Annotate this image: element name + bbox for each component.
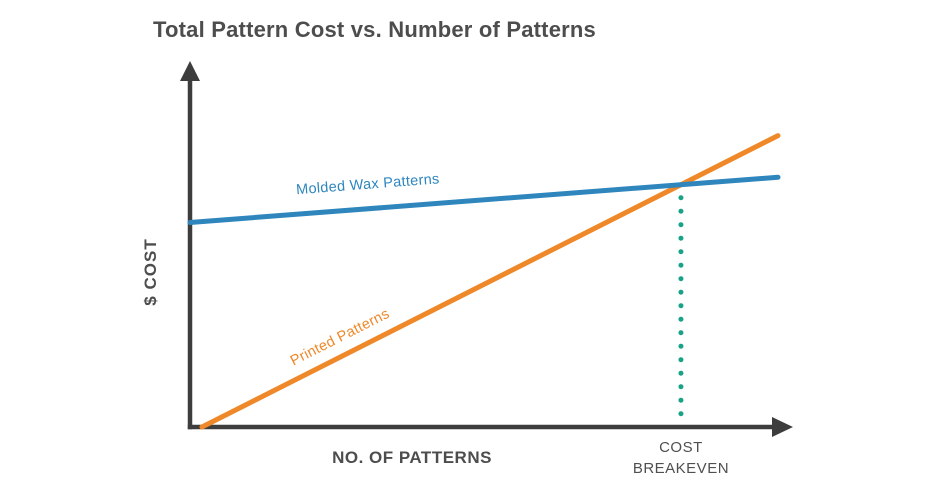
breakeven-label-line1: COST <box>659 439 703 456</box>
molded-wax-patterns-line <box>187 174 781 225</box>
breakeven-label-line2: BREAKEVEN <box>632 460 730 477</box>
x-axis-arrowhead-icon <box>772 417 793 437</box>
y-axis-arrowhead-icon <box>180 61 200 81</box>
molded-wax-patterns-label: Molded Wax Patterns <box>296 171 441 198</box>
chart-title: Total Pattern Cost vs. Number of Pattern… <box>153 17 596 42</box>
y-axis-label: $ COST <box>141 238 160 305</box>
printed-patterns-line <box>199 133 781 430</box>
breakeven-label: COST BREAKEVEN <box>606 437 756 479</box>
x-axis-label: NO. OF PATTERNS <box>332 448 492 467</box>
